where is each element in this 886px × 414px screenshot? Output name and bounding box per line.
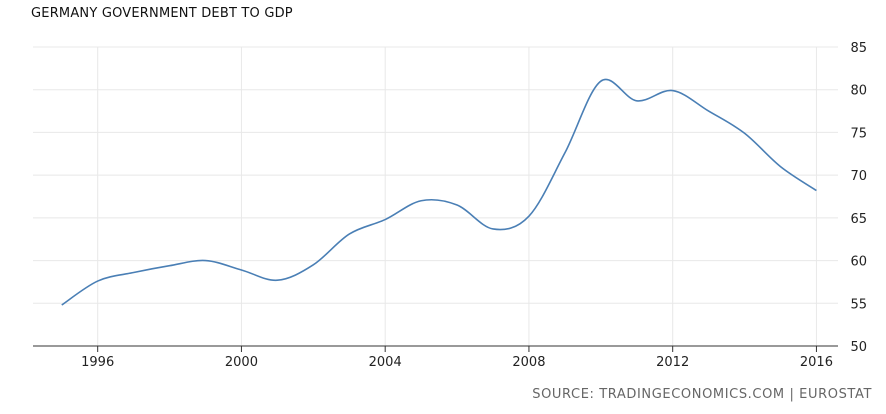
data-point-2000 [239,268,243,272]
data-point-2011 [635,99,639,103]
x-tick-label-2016: 2016 [800,355,833,370]
data-point-1997 [132,271,136,275]
data-point-2007 [491,227,495,231]
y-tick-label-70: 70 [850,169,867,184]
data-point-2014 [743,131,747,135]
data-point-1999 [204,259,208,263]
x-tick-label-2012: 2012 [656,355,689,370]
x-tick-label-2008: 2008 [512,355,545,370]
x-axis-tick-labels: 1996 2000 2004 2008 2012 2016 [81,355,833,370]
x-tick-label-2000: 2000 [225,355,258,370]
data-point-2005 [419,199,423,203]
grid-lines [33,46,838,346]
y-tick-label-75: 75 [850,126,867,141]
chart-source: SOURCE: TRADINGECONOMICS.COM | EUROSTAT [532,387,872,402]
data-point-2002 [311,263,315,267]
y-tick-label-85: 85 [850,41,867,56]
data-point-2009 [563,151,567,155]
data-point-2015 [779,165,783,169]
data-point-2012 [671,89,675,93]
data-point-2008 [527,214,531,218]
y-tick-label-55: 55 [850,297,867,312]
data-point-2006 [455,203,459,207]
data-point-2013 [707,109,711,113]
y-tick-label-80: 80 [850,84,867,99]
chart-title: GERMANY GOVERNMENT DEBT TO GDP [31,6,293,21]
data-point-2001 [275,278,279,282]
series-layer [60,78,818,307]
data-point-2003 [347,232,351,236]
series-line-0 [61,78,817,306]
data-point-2010 [599,79,603,83]
x-axis-ticks [97,346,817,352]
data-point-1996 [96,279,100,283]
y-tick-label-60: 60 [850,255,867,270]
data-point-1995 [60,303,64,307]
data-point-2004 [383,218,387,222]
data-point-1998 [168,264,172,268]
x-tick-label-1996: 1996 [81,355,114,370]
data-point-2016 [814,189,818,193]
x-tick-label-2004: 2004 [369,355,402,370]
y-axis-tick-labels: 50 55 60 65 70 75 80 85 [850,41,867,355]
y-tick-label-65: 65 [850,212,867,227]
y-tick-label-50: 50 [850,340,867,355]
